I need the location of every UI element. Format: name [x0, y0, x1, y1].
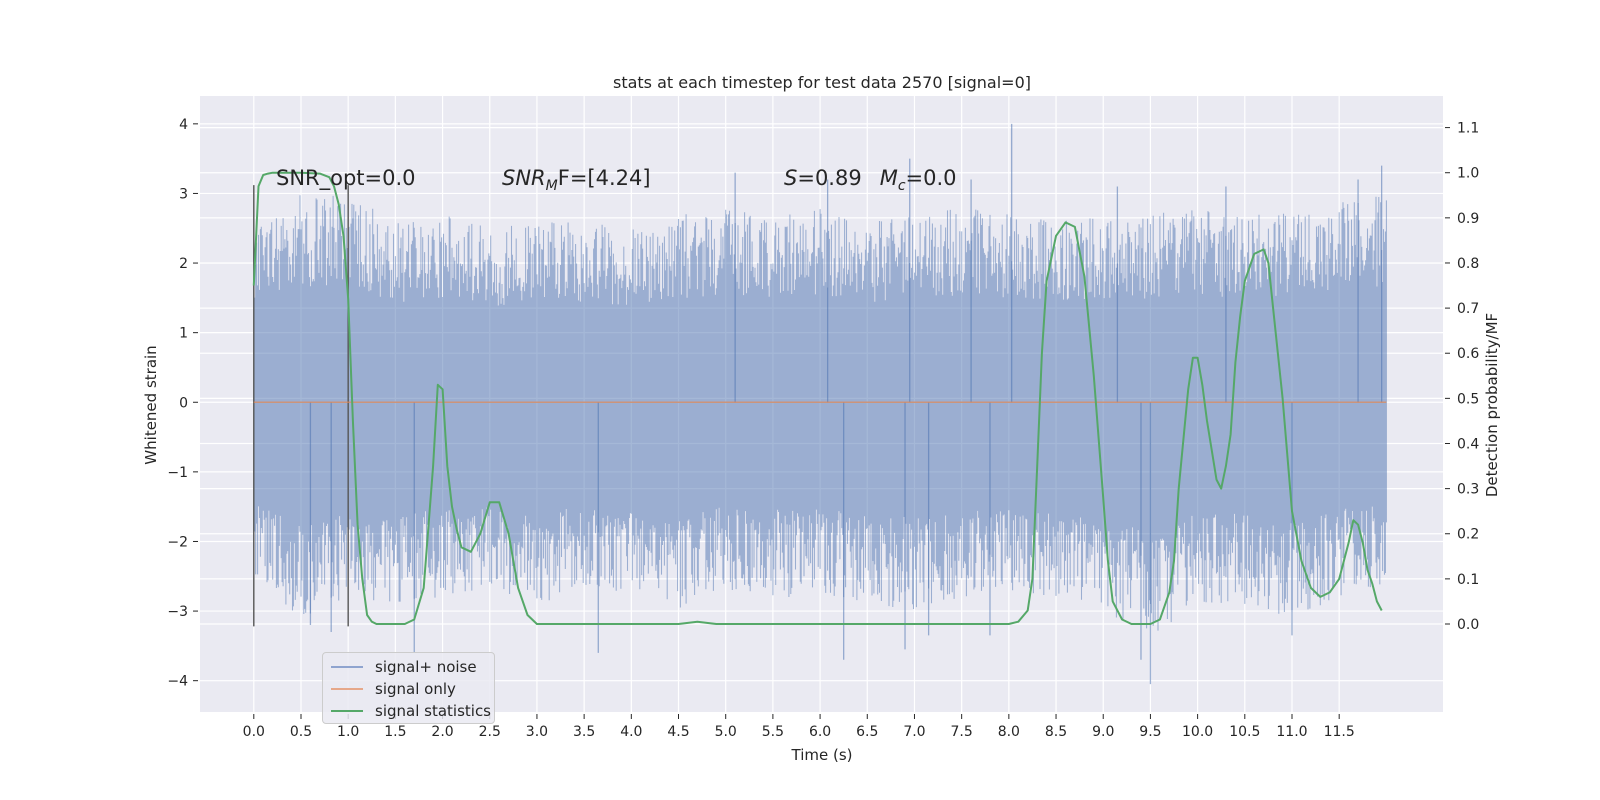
y-tick-label: 3: [179, 186, 188, 202]
x-tick-label: 5.0: [715, 724, 737, 740]
x-tick-label: 2.0: [431, 724, 453, 740]
x-tick-label: 3.0: [526, 724, 548, 740]
legend-swatch-signal-statistics: [331, 710, 363, 712]
y2-tick-label: 0.2: [1457, 527, 1479, 543]
y-tick-label: −2: [167, 534, 188, 550]
annotation-snr-mf-sub: M: [546, 178, 558, 194]
y-tick-label: −3: [167, 604, 188, 620]
x-tick-label: 1.0: [337, 724, 359, 740]
x-tick-label: 11.0: [1276, 724, 1307, 740]
x-tick-label: 4.5: [667, 724, 689, 740]
x-ticks: 0.0 0.5 1.0 1.5 2.0 2.5 3.0 3.5 4.0 4.5 5.0 5.5 6.0 6…: [243, 714, 1355, 740]
x-tick-label: 0.0: [243, 724, 265, 740]
y-tick-label: 2: [179, 256, 188, 272]
y-tick-label: 4: [179, 117, 188, 133]
annotation-mc-value: =0.0: [906, 166, 957, 190]
x-tick-label: 6.0: [809, 724, 831, 740]
annotation-snr-opt: SNR_opt=0.0: [276, 166, 416, 191]
y2-tick-label: 0.1: [1457, 572, 1479, 588]
legend-label-signal-noise: signal+ noise: [375, 658, 477, 676]
x-tick-label: 8.0: [998, 724, 1020, 740]
x-tick-label: 7.0: [903, 724, 925, 740]
y2-tick-label: 0.4: [1457, 436, 1479, 452]
y-ticks: 4 3 2 1 0 −1 −2 −3 −4: [167, 117, 198, 690]
annotation-mc-sub: c: [898, 178, 906, 194]
x-tick-label: 10.0: [1182, 724, 1213, 740]
x-tick-label: 6.5: [856, 724, 878, 740]
y-tick-label: 1: [179, 326, 188, 342]
legend-label-signal-only: signal only: [375, 680, 456, 698]
signal-statistics-series: [252, 171, 1383, 625]
y2-axis-label: Detection probability/MF: [1483, 313, 1501, 497]
x-tick-label: 10.5: [1229, 724, 1260, 740]
x-tick-label: 8.5: [1045, 724, 1067, 740]
vertical-markers: [253, 185, 349, 627]
annotation-s-value: =0.89: [797, 166, 861, 190]
y2-tick-label: 1.0: [1457, 166, 1479, 182]
legend-item-signal-noise: signal+ noise: [323, 656, 494, 678]
legend: signal+ noise signal only signal statist…: [322, 652, 495, 724]
y2-tick-label: 0.0: [1457, 617, 1479, 633]
y2-tick-label: 0.7: [1457, 301, 1479, 317]
annotation-snr-mf-prefix: SNR: [502, 166, 546, 190]
x-tick-label: 3.5: [573, 724, 595, 740]
legend-swatch-signal-only: [331, 688, 363, 690]
annotation-s-mc: S=0.89 Mc=0.0: [784, 166, 957, 194]
y2-tick-label: 0.3: [1457, 482, 1479, 498]
x-tick-label: 0.5: [290, 724, 312, 740]
legend-label-signal-statistics: signal statistics: [375, 702, 492, 720]
x-tick-label: 11.5: [1324, 724, 1355, 740]
legend-item-signal-statistics: signal statistics: [323, 700, 494, 722]
x-tick-label: 5.5: [762, 724, 784, 740]
annotation-snr-mf: SNRMF=[4.24]: [502, 166, 651, 194]
y-tick-label: −4: [167, 674, 188, 690]
y2-tick-label: 1.1: [1457, 121, 1479, 137]
signal-statistics-line: [252, 171, 1383, 625]
x-tick-label: 2.5: [479, 724, 501, 740]
chart-title: stats at each timestep for test data 257…: [613, 73, 1031, 92]
annotation-snr-mf-suffix: F=[4.24]: [558, 166, 651, 190]
x-tick-label: 4.0: [620, 724, 642, 740]
x-axis-label: Time (s): [791, 746, 853, 764]
x-tick-label: 1.5: [384, 724, 406, 740]
x-tick-label: 9.0: [1092, 724, 1114, 740]
y2-ticks: 0.0 0.1 0.2 0.3 0.4 0.5 0.6 0.7 0.8 0.9 1.0 1.1: [1445, 121, 1479, 633]
signal-plus-noise-series: [253, 123, 1387, 685]
annotation-s-label: S: [784, 166, 797, 190]
y-tick-label: 0: [179, 395, 188, 411]
y-axis-label: Whitened strain: [142, 345, 160, 464]
y2-tick-label: 0.6: [1457, 346, 1479, 362]
x-tick-label: 7.5: [951, 724, 973, 740]
x-tick-label: 9.5: [1139, 724, 1161, 740]
y-tick-label: −1: [167, 465, 188, 481]
y2-tick-label: 0.8: [1457, 256, 1479, 272]
legend-swatch-signal-noise: [331, 666, 363, 668]
y2-tick-label: 0.5: [1457, 391, 1479, 407]
y2-tick-label: 0.9: [1457, 211, 1479, 227]
annotation-mc-label: M: [880, 166, 898, 190]
legend-item-signal-only: signal only: [323, 678, 494, 700]
